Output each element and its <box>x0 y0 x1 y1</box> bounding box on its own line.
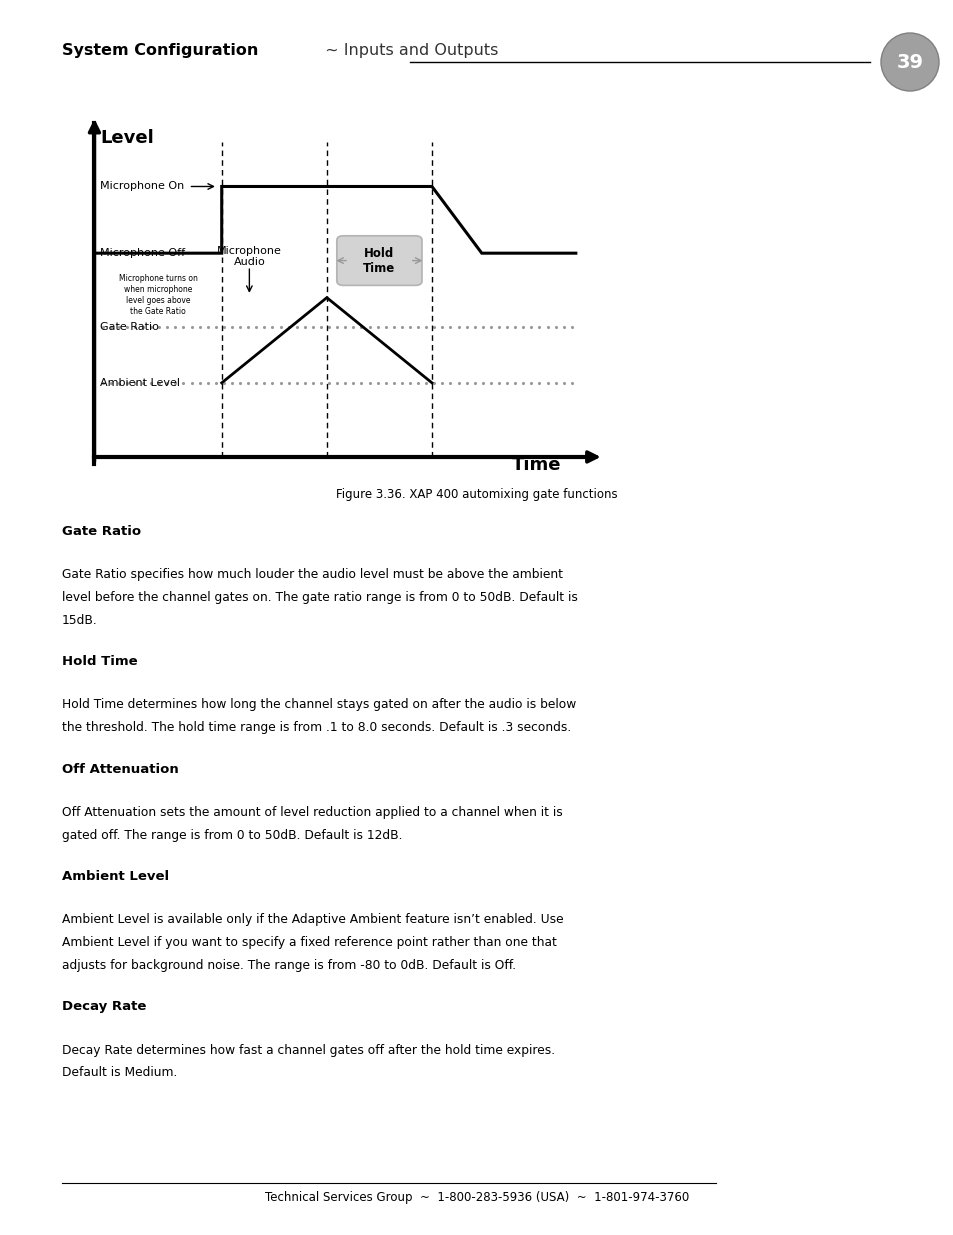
Text: Hold Time determines how long the channel stays gated on after the audio is belo: Hold Time determines how long the channe… <box>62 699 576 711</box>
Text: Decay Rate determines how fast a channel gates off after the hold time expires.: Decay Rate determines how fast a channel… <box>62 1044 555 1057</box>
Text: the threshold. The hold time range is from .1 to 8.0 seconds. Default is .3 seco: the threshold. The hold time range is fr… <box>62 721 571 735</box>
Text: 15dB.: 15dB. <box>62 614 97 627</box>
Text: Ambient Level: Ambient Level <box>62 871 169 883</box>
Ellipse shape <box>880 33 938 91</box>
Text: Figure 3.36. XAP 400 automixing gate functions: Figure 3.36. XAP 400 automixing gate fun… <box>335 488 618 501</box>
Text: Ambient Level if you want to specify a fixed reference point rather than one tha: Ambient Level if you want to specify a f… <box>62 936 557 950</box>
Text: Microphone
Audio: Microphone Audio <box>216 246 281 267</box>
Text: Microphone turns on
when microphone
level goes above
the Gate Ratio: Microphone turns on when microphone leve… <box>118 274 197 316</box>
Text: level before the channel gates on. The gate ratio range is from 0 to 50dB. Defau: level before the channel gates on. The g… <box>62 592 578 604</box>
Text: adjusts for background noise. The range is from -80 to 0dB. Default is Off.: adjusts for background noise. The range … <box>62 960 516 972</box>
Text: Hold
Time: Hold Time <box>363 247 395 274</box>
Text: Hold Time: Hold Time <box>62 655 137 668</box>
Text: Gate Ratio: Gate Ratio <box>62 525 141 538</box>
Text: Off Attenuation sets the amount of level reduction applied to a channel when it : Off Attenuation sets the amount of level… <box>62 806 562 819</box>
Text: gated off. The range is from 0 to 50dB. Default is 12dB.: gated off. The range is from 0 to 50dB. … <box>62 829 402 842</box>
Text: Default is Medium.: Default is Medium. <box>62 1067 177 1079</box>
Text: Level: Level <box>100 128 153 147</box>
Text: Technical Services Group  ~  1-800-283-5936 (USA)  ~  1-801-974-3760: Technical Services Group ~ 1-800-283-593… <box>265 1191 688 1204</box>
Text: ~ Inputs and Outputs: ~ Inputs and Outputs <box>319 43 497 58</box>
Text: System Configuration: System Configuration <box>62 43 258 58</box>
Text: 39: 39 <box>896 53 923 72</box>
Text: Ambient Level: Ambient Level <box>100 378 180 388</box>
Text: Time: Time <box>512 456 561 474</box>
Text: Gate Ratio: Gate Ratio <box>100 322 159 332</box>
Text: Microphone On: Microphone On <box>100 182 184 191</box>
Text: Ambient Level is available only if the Adaptive Ambient feature isn’t enabled. U: Ambient Level is available only if the A… <box>62 914 563 926</box>
Text: Gate Ratio specifies how much louder the audio level must be above the ambient: Gate Ratio specifies how much louder the… <box>62 568 562 582</box>
Text: Decay Rate: Decay Rate <box>62 1000 146 1014</box>
Text: Microphone Off: Microphone Off <box>100 248 185 258</box>
FancyBboxPatch shape <box>336 236 421 285</box>
Text: Off Attenuation: Off Attenuation <box>62 763 178 776</box>
